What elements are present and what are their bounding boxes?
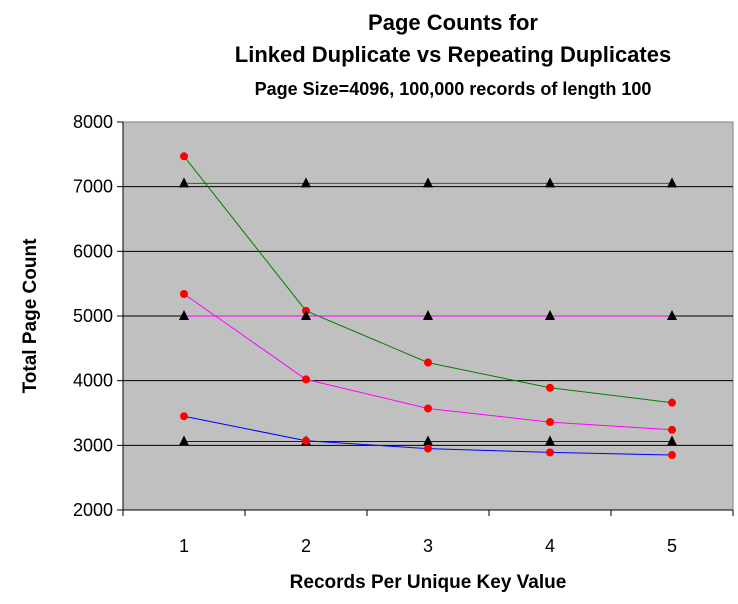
data-point-circle	[180, 152, 188, 161]
y-tick-label: 8000	[73, 112, 113, 132]
y-axis-ticks: 2000 3000 4000 5000 6000 7000 8000	[73, 112, 113, 520]
x-tick-label: 5	[667, 536, 677, 556]
data-point-triangle	[423, 177, 433, 188]
y-tick-label: 5000	[73, 306, 113, 326]
data-point-triangle	[545, 177, 555, 188]
data-point-circle	[302, 436, 310, 445]
x-axis-title: Records Per Unique Key Value	[290, 572, 567, 593]
x-tick-label: 3	[423, 536, 433, 556]
data-point-triangle	[179, 310, 189, 320]
x-tick-label: 1	[179, 536, 189, 556]
data-point-circle	[424, 404, 432, 413]
y-tick-label: 4000	[73, 371, 113, 391]
data-point-triangle	[301, 310, 311, 320]
chart-title-line2: Linked Duplicate vs Repeating Duplicates	[235, 42, 671, 67]
data-point-triangle	[423, 310, 433, 320]
data-point-circle	[424, 358, 432, 367]
data-point-triangle	[301, 177, 311, 188]
data-point-circle	[668, 451, 676, 460]
series-markers	[179, 152, 677, 460]
data-point-circle	[546, 448, 554, 457]
y-tick-label: 7000	[73, 177, 113, 197]
data-point-triangle	[545, 435, 555, 446]
x-axis-ticks: 1 2 3 4 5	[179, 536, 677, 556]
x-tick-label: 2	[301, 536, 311, 556]
data-point-circle	[424, 444, 432, 453]
data-point-circle	[668, 425, 676, 434]
data-point-circle	[180, 290, 188, 299]
data-point-triangle	[667, 310, 677, 320]
y-tick-label: 6000	[73, 241, 113, 261]
data-point-triangle	[179, 435, 189, 446]
data-point-triangle	[423, 435, 433, 446]
data-point-triangle	[545, 310, 555, 320]
data-point-triangle	[667, 177, 677, 188]
y-axis-title: Total Page Count	[20, 238, 41, 393]
axes	[117, 121, 734, 516]
data-point-circle	[180, 412, 188, 421]
chart-subtitle: Page Size=4096, 100,000 records of lengt…	[255, 79, 652, 99]
data-point-triangle	[667, 435, 677, 446]
x-tick-label: 4	[545, 536, 555, 556]
chart-title: Page Counts for	[368, 10, 538, 35]
data-point-triangle	[179, 177, 189, 188]
data-point-circle	[668, 398, 676, 407]
y-tick-label: 3000	[73, 435, 113, 455]
y-tick-label: 2000	[73, 500, 113, 520]
data-point-circle	[546, 418, 554, 427]
data-point-circle	[546, 383, 554, 392]
data-point-circle	[302, 375, 310, 384]
